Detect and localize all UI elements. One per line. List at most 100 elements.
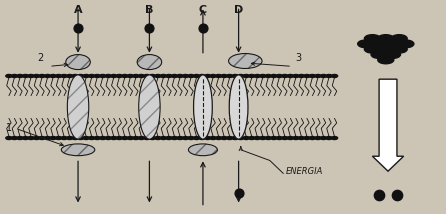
Circle shape [171, 74, 178, 77]
Circle shape [166, 137, 172, 140]
Circle shape [254, 137, 260, 140]
Circle shape [371, 51, 387, 58]
Point [74, 26, 82, 30]
Circle shape [331, 74, 338, 77]
Circle shape [194, 137, 200, 140]
FancyArrow shape [372, 79, 404, 171]
Ellipse shape [188, 144, 218, 156]
Circle shape [22, 137, 29, 140]
Circle shape [254, 74, 260, 77]
Circle shape [99, 137, 106, 140]
Circle shape [378, 45, 394, 53]
Circle shape [72, 137, 78, 140]
Circle shape [215, 74, 222, 77]
Circle shape [149, 74, 156, 77]
Circle shape [83, 74, 89, 77]
Circle shape [243, 137, 249, 140]
Circle shape [6, 137, 12, 140]
Text: D: D [234, 5, 243, 15]
Circle shape [127, 137, 133, 140]
Circle shape [320, 137, 326, 140]
Ellipse shape [137, 55, 162, 70]
Circle shape [265, 137, 272, 140]
Point [393, 193, 401, 196]
Text: 2: 2 [37, 53, 43, 63]
Circle shape [177, 137, 183, 140]
Circle shape [248, 74, 255, 77]
Circle shape [358, 40, 374, 48]
Circle shape [105, 74, 112, 77]
Circle shape [166, 74, 172, 77]
Circle shape [298, 74, 305, 77]
Ellipse shape [229, 75, 248, 139]
Circle shape [364, 45, 380, 53]
Circle shape [6, 74, 12, 77]
Circle shape [72, 74, 78, 77]
Circle shape [227, 137, 233, 140]
Circle shape [111, 74, 117, 77]
Circle shape [105, 137, 112, 140]
Ellipse shape [62, 144, 95, 156]
Circle shape [391, 45, 407, 53]
Circle shape [287, 137, 293, 140]
Ellipse shape [66, 55, 90, 70]
Circle shape [331, 137, 338, 140]
Text: A: A [74, 5, 83, 15]
Circle shape [160, 137, 166, 140]
Circle shape [61, 74, 67, 77]
Text: 3: 3 [296, 53, 302, 63]
Circle shape [66, 137, 73, 140]
Circle shape [144, 74, 150, 77]
Circle shape [116, 137, 122, 140]
Circle shape [384, 51, 401, 58]
Circle shape [210, 137, 216, 140]
Circle shape [78, 137, 84, 140]
Circle shape [260, 137, 266, 140]
Circle shape [210, 74, 216, 77]
Circle shape [11, 74, 17, 77]
Point [146, 26, 153, 30]
Circle shape [138, 74, 145, 77]
Circle shape [194, 74, 200, 77]
Circle shape [293, 137, 299, 140]
Circle shape [204, 74, 211, 77]
Circle shape [276, 74, 282, 77]
Circle shape [149, 137, 156, 140]
Circle shape [282, 137, 288, 140]
Circle shape [116, 74, 122, 77]
Circle shape [199, 137, 205, 140]
Circle shape [33, 74, 40, 77]
Circle shape [298, 137, 305, 140]
Circle shape [398, 40, 414, 48]
Circle shape [204, 137, 211, 140]
Circle shape [50, 137, 56, 140]
Circle shape [83, 137, 89, 140]
Circle shape [304, 137, 310, 140]
Circle shape [315, 137, 321, 140]
Circle shape [177, 74, 183, 77]
Circle shape [320, 74, 326, 77]
Circle shape [282, 74, 288, 77]
Text: C: C [199, 5, 207, 15]
Circle shape [378, 35, 394, 42]
Circle shape [17, 74, 23, 77]
Circle shape [215, 137, 222, 140]
Circle shape [61, 137, 67, 140]
Circle shape [248, 137, 255, 140]
Circle shape [271, 137, 277, 140]
Circle shape [11, 137, 17, 140]
Circle shape [364, 35, 380, 42]
Circle shape [182, 74, 189, 77]
Circle shape [122, 137, 128, 140]
Circle shape [260, 74, 266, 77]
Circle shape [89, 137, 95, 140]
Text: 1: 1 [6, 123, 12, 133]
Circle shape [94, 137, 100, 140]
Circle shape [50, 74, 56, 77]
Point [235, 191, 242, 194]
Point [199, 26, 206, 30]
Circle shape [155, 74, 161, 77]
Circle shape [133, 74, 139, 77]
Ellipse shape [67, 75, 89, 139]
Circle shape [28, 137, 34, 140]
